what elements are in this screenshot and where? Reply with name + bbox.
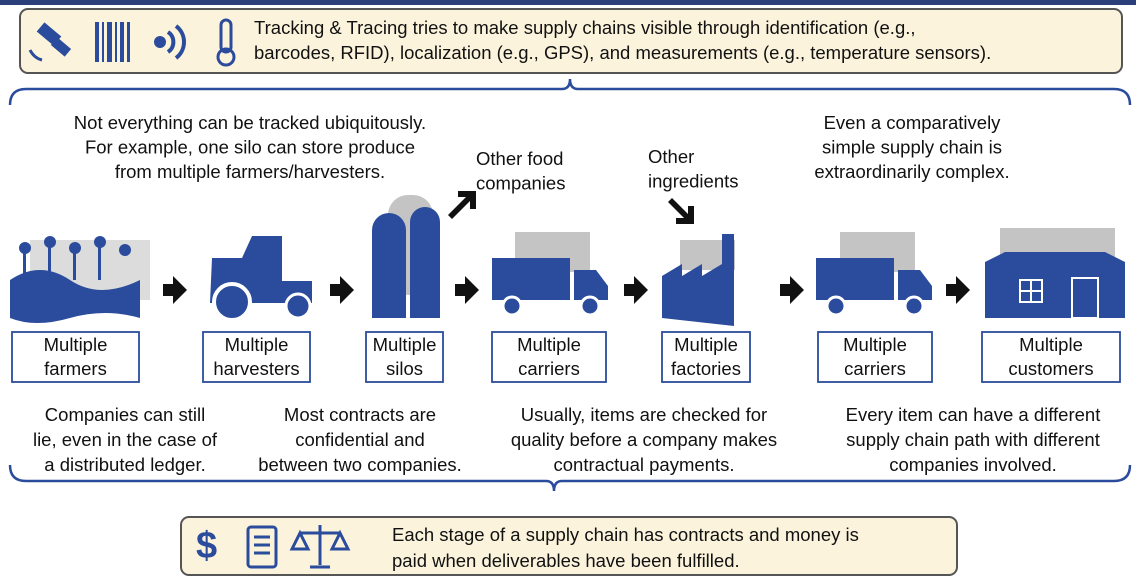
- lower-note: lie, even in the case of: [33, 429, 218, 450]
- stage-label: carriers: [844, 358, 906, 379]
- upper-note: companies: [476, 172, 565, 193]
- lower-note: confidential and: [295, 429, 425, 450]
- lower-note: quality before a company makes: [511, 429, 777, 450]
- lower-note: Every item can have a different: [846, 404, 1101, 425]
- bottom-banner-text: paid when deliverables have been fulfill…: [392, 550, 740, 571]
- upper-note: ingredients: [648, 170, 739, 191]
- upper-note: extraordinarily complex.: [814, 161, 1009, 182]
- stage-label: factories: [671, 358, 741, 379]
- lower-note: supply chain path with different: [846, 429, 1100, 450]
- stage-label: Multiple: [1019, 334, 1083, 355]
- stage-label: Multiple: [843, 334, 907, 355]
- stage-label: Multiple: [674, 334, 738, 355]
- stage-icons: [10, 191, 1125, 326]
- upper-note: Other: [648, 146, 694, 167]
- stage-label: Multiple: [44, 334, 108, 355]
- bottom-banner-text: Each stage of a supply chain has contrac…: [392, 524, 859, 545]
- stage-label: Multiple: [225, 334, 289, 355]
- upper-note: Other food: [476, 148, 563, 169]
- svg-text:$: $: [196, 525, 217, 567]
- stage-label: harvesters: [213, 358, 299, 379]
- stage-label: farmers: [44, 358, 107, 379]
- upper-note: For example, one silo can store produce: [85, 136, 415, 157]
- lower-note: Usually, items are checked for: [521, 404, 767, 425]
- lower-note: companies involved.: [889, 454, 1057, 475]
- stage-label: carriers: [518, 358, 580, 379]
- upper-note: from multiple farmers/harvesters.: [115, 161, 385, 182]
- lower-note: Companies can still: [45, 404, 205, 425]
- lower-note: between two companies.: [258, 454, 462, 475]
- upper-note: simple supply chain is: [822, 136, 1002, 157]
- stage-label: Multiple: [517, 334, 581, 355]
- top-banner-text: Tracking & Tracing tries to make supply …: [254, 17, 916, 38]
- upper-brace: [10, 79, 1130, 105]
- lower-note: a distributed ledger.: [44, 454, 205, 475]
- stage-label: Multiple: [373, 334, 437, 355]
- upper-note: Even a comparatively: [824, 112, 1002, 133]
- top-banner-text: barcodes, RFID), localization (e.g., GPS…: [254, 42, 991, 63]
- stage-label: customers: [1008, 358, 1093, 379]
- top-strip: [0, 0, 1136, 5]
- lower-note: contractual payments.: [554, 454, 735, 475]
- lower-note: Most contracts are: [284, 404, 436, 425]
- diagram: $ Tracking & Tracing tries to make suppl…: [0, 0, 1136, 581]
- stage-label: silos: [386, 358, 423, 379]
- upper-note: Not everything can be tracked ubiquitous…: [74, 112, 426, 133]
